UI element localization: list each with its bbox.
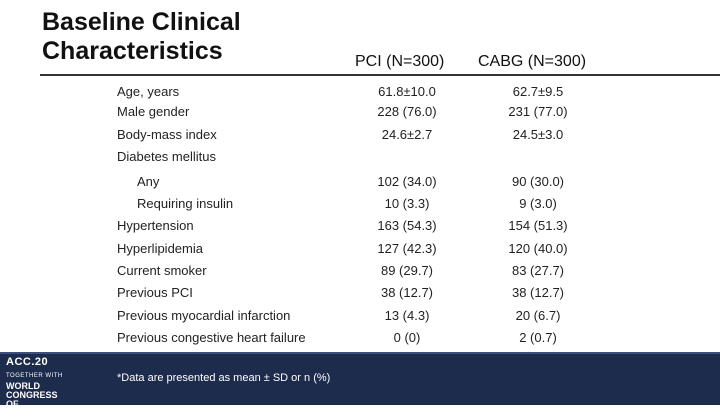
- cabg-value: 62.7±9.5: [512, 84, 564, 99]
- footer-stripe: [0, 352, 720, 354]
- cabg-value: 38 (12.7): [511, 285, 565, 300]
- logo-line-4: CARDIOLOGY: [6, 408, 68, 418]
- table-row: Previous myocardial infarction 13 (4.3) …: [0, 308, 720, 328]
- cabg-value: 24.5±3.0: [512, 127, 564, 142]
- row-label: Hypertension: [117, 218, 194, 233]
- row-label: Current smoker: [117, 263, 207, 278]
- row-label: Requiring insulin: [137, 196, 234, 211]
- cabg-value: 83 (27.7): [511, 263, 565, 278]
- table-row: Current smoker 89 (29.7) 83 (27.7): [0, 263, 720, 283]
- logo-acc-text: ACC.20: [6, 356, 49, 368]
- table-row: Previous PCI 38 (12.7) 38 (12.7): [0, 285, 720, 305]
- row-label: Age, years: [117, 84, 180, 99]
- pci-value: 10 (3.3): [384, 196, 430, 211]
- pci-value: 38 (12.7): [380, 285, 434, 300]
- row-label: Previous congestive heart failure: [117, 330, 306, 345]
- table-row: Diabetes mellitus: [0, 149, 720, 169]
- row-label: Previous PCI: [117, 285, 193, 300]
- row-label: Male gender: [117, 104, 190, 119]
- cabg-value: 231 (77.0): [508, 104, 568, 119]
- logo-line-3: OF: [6, 399, 19, 410]
- cabg-value: 120 (40.0): [508, 241, 568, 256]
- table-row: Body-mass index 24.6±2.7 24.5±3.0: [0, 127, 720, 147]
- row-label: Hyperlipidemia: [117, 241, 203, 256]
- logo-tagline: TOGETHER WITH: [6, 373, 63, 380]
- table-row: Hypertension 163 (54.3) 154 (51.3): [0, 218, 720, 238]
- acc-wcc-logo: ACC.20 TOGETHER WITH WORLD CONGRESS OF C…: [6, 356, 78, 418]
- column-header-cabg: CABG (N=300): [478, 53, 587, 70]
- pci-value: 163 (54.3): [377, 218, 437, 233]
- row-label: Any: [137, 174, 160, 189]
- header-divider: [40, 74, 720, 76]
- pci-value: 127 (42.3): [377, 241, 437, 256]
- table-row: Male gender 228 (76.0) 231 (77.0): [0, 104, 720, 124]
- cabg-value: 20 (6.7): [515, 308, 561, 323]
- pci-value: 89 (29.7): [380, 263, 434, 278]
- cabg-value: 9 (3.0): [519, 196, 557, 211]
- cabg-value: 154 (51.3): [508, 218, 568, 233]
- title-line-1: Baseline Clinical: [42, 8, 241, 36]
- pci-value: 102 (34.0): [377, 174, 437, 189]
- row-label: Diabetes mellitus: [117, 149, 216, 164]
- table-row: Hyperlipidemia 127 (42.3) 120 (40.0): [0, 241, 720, 261]
- pci-value: 13 (4.3): [384, 308, 430, 323]
- pci-value: 0 (0): [393, 330, 421, 345]
- footer-bar: [0, 352, 720, 405]
- logo-line-2: WORLD CONGRESS: [6, 381, 58, 401]
- cabg-value: 2 (0.7): [519, 330, 557, 345]
- table-row: Age, years 61.8±10.0 62.7±9.5: [0, 84, 720, 104]
- table-row: Previous congestive heart failure 0 (0) …: [0, 330, 720, 350]
- row-label: Previous myocardial infarction: [117, 308, 291, 323]
- cabg-value: 90 (30.0): [511, 174, 565, 189]
- column-header-pci: PCI (N=300): [355, 53, 445, 70]
- slide-title: Baseline Clinical Characteristics: [42, 8, 342, 66]
- pci-value: 61.8±10.0: [378, 84, 436, 99]
- footnote: *Data are presented as mean ± SD or n (%…: [117, 372, 331, 384]
- table-row: Requiring insulin 10 (3.3) 9 (3.0): [0, 196, 720, 216]
- pci-value: 24.6±2.7: [381, 127, 433, 142]
- pci-value: 228 (76.0): [377, 104, 437, 119]
- title-line-2: Characteristics: [42, 37, 223, 65]
- logo-acc: ACC.20 TOGETHER WITH: [6, 356, 78, 381]
- row-label: Body-mass index: [117, 127, 217, 142]
- table-row: Any 102 (34.0) 90 (30.0): [0, 174, 720, 194]
